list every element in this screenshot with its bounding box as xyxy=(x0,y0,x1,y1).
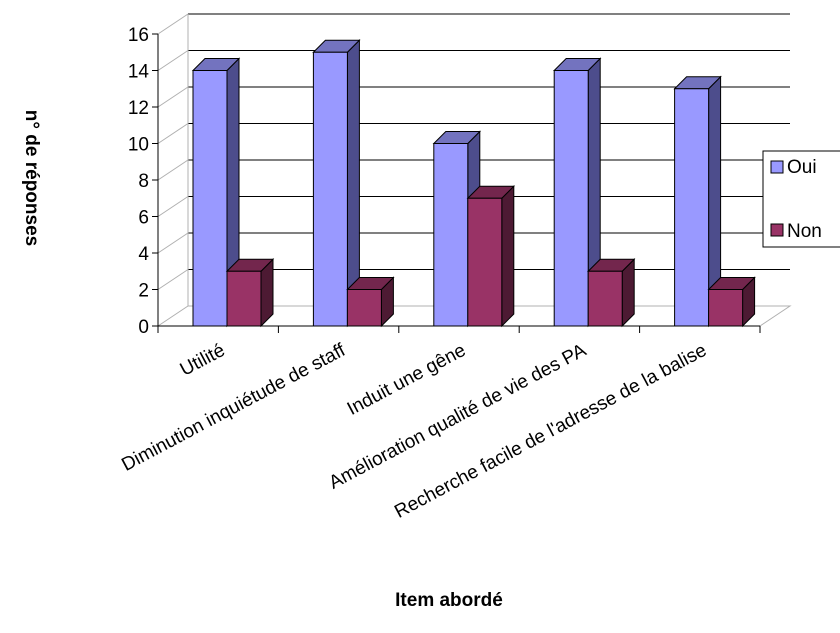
y-tick-label: 16 xyxy=(128,25,149,46)
side-wall-gridline xyxy=(158,270,188,290)
side-wall-gridline xyxy=(158,51,188,71)
y-tick-label: 2 xyxy=(138,281,149,302)
y-tick-label: 0 xyxy=(138,317,149,338)
bar-front xyxy=(434,144,468,327)
bar-non-diminution-inquietude-de-staff xyxy=(347,278,393,327)
bar-front xyxy=(347,290,381,327)
side-wall-gridline xyxy=(158,87,188,107)
bar-front xyxy=(709,290,743,327)
y-axis-title: n° de réponses xyxy=(21,110,42,246)
bar-non-utilite xyxy=(227,259,273,326)
side-wall-gridline xyxy=(158,197,188,217)
bar-front xyxy=(675,89,709,326)
bars xyxy=(193,40,755,326)
bar-non-recherche-facile-de-l-adresse-de-la-balise xyxy=(709,278,755,327)
bar-oui-diminution-inquietude-de-staff xyxy=(313,40,359,326)
side-wall-gridline xyxy=(158,233,188,253)
side-wall-gridline xyxy=(158,124,188,144)
x-axis xyxy=(158,326,760,333)
side-wall-gridline xyxy=(158,14,188,34)
y-tick-label: 14 xyxy=(128,62,150,83)
bar-front xyxy=(588,271,622,326)
y-tick-label: 4 xyxy=(138,244,149,265)
bar-front xyxy=(313,52,347,326)
y-tick-label: 12 xyxy=(128,98,149,119)
bar-side xyxy=(502,186,514,326)
y-tick-label: 8 xyxy=(138,171,149,192)
side-wall-gridline xyxy=(158,160,188,180)
legend-swatch-non xyxy=(771,224,783,236)
bar-front xyxy=(554,71,588,327)
legend-label-oui: Oui xyxy=(787,157,817,178)
x-axis-title: Item abordé xyxy=(395,590,503,611)
y-tick-label: 10 xyxy=(128,135,149,156)
bar-non-induit-une-gene xyxy=(468,186,514,326)
bar-front xyxy=(468,198,502,326)
category-label-diminution-inquietude-de-staff: Diminution inquiétude de staff xyxy=(118,340,349,476)
y-tick-label: 6 xyxy=(138,208,149,229)
legend-label-non: Non xyxy=(787,221,822,242)
bar-non-amelioration-qualite-de-vie-des-pa xyxy=(588,259,634,326)
y-axis: 0 2 4 6 8 10 12 14 16 xyxy=(128,25,158,338)
bar-front xyxy=(193,71,227,327)
bar-front xyxy=(227,271,261,326)
legend-swatch-oui xyxy=(771,161,783,173)
category-label-utilite: Utilité xyxy=(177,340,229,381)
legend: Oui Non xyxy=(763,151,840,247)
